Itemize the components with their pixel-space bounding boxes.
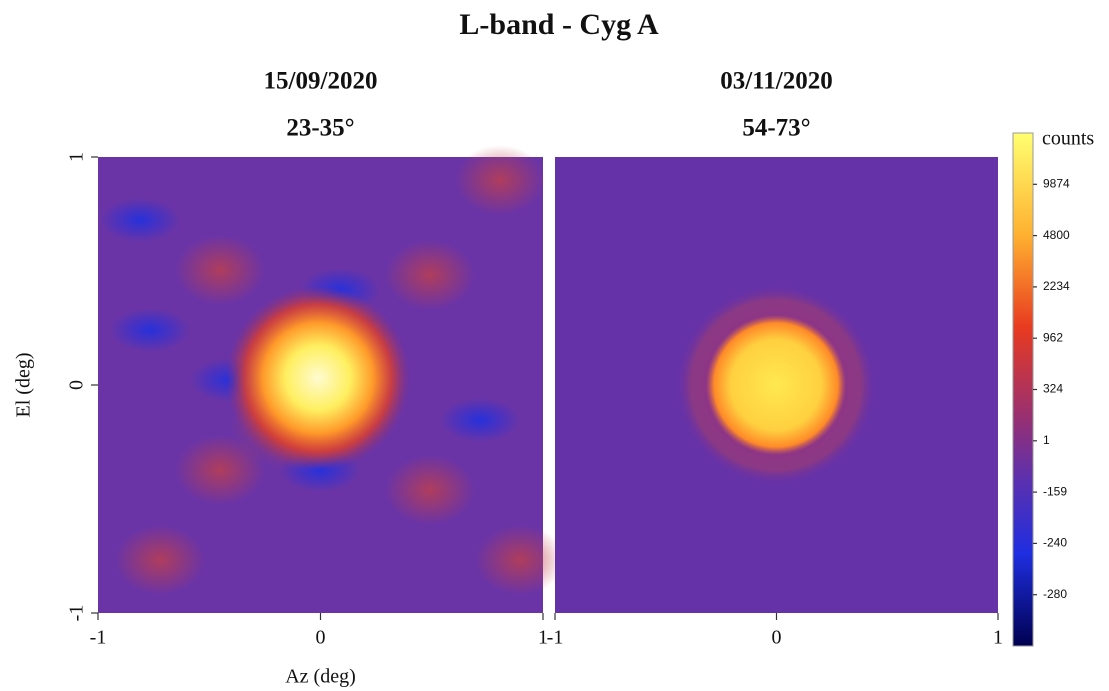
colorbar-tick-label: 1 (1043, 433, 1050, 447)
colorbar-tick-label: -280 (1043, 587, 1067, 601)
x-tick-label: 0 (772, 627, 782, 649)
figure-title: L-band - Cyg A (459, 8, 659, 41)
heatmap-feature (385, 240, 475, 310)
heatmap-feature (175, 235, 265, 305)
colorbar-label: counts (1042, 128, 1094, 150)
panel-subtitle: 23-35° (286, 115, 354, 142)
heatmap-feature (115, 525, 205, 595)
y-tick-label: -1 (66, 605, 88, 622)
heatmap (98, 145, 565, 613)
heatmap-feature (175, 435, 265, 505)
colorbar-tick-label: 324 (1043, 382, 1063, 396)
source (226, 286, 410, 470)
colorbar-tick-label: 2234 (1043, 279, 1070, 293)
x-tick-label: 1 (993, 627, 1003, 649)
heatmap-feature (440, 398, 520, 442)
heatmap (555, 157, 998, 613)
colorbar-tick-label: 9874 (1043, 176, 1070, 190)
colorbar-tick-label: -159 (1043, 484, 1067, 498)
heatmap-feature (385, 455, 475, 525)
colorbar-tick-label: -240 (1043, 536, 1067, 550)
heatmap-feature (455, 145, 545, 215)
panel-title: 15/09/2020 (264, 68, 378, 95)
heatmap-feature (475, 525, 565, 595)
colorbar-gradient (1012, 132, 1034, 647)
panel-subtitle: 54-73° (742, 115, 810, 142)
y-tick-label: 1 (66, 152, 88, 162)
colorbar-tick-label: 4800 (1043, 228, 1070, 242)
x-tick-label: 0 (316, 627, 326, 649)
x-tick-label: -1 (547, 627, 564, 649)
y-tick-label: 0 (66, 380, 88, 390)
heatmap-feature (110, 308, 190, 352)
x-axis-label: Az (deg) (285, 666, 356, 688)
x-tick-label: -1 (90, 627, 107, 649)
colorbar-tick-label: 962 (1043, 330, 1063, 344)
x-tick-label: 1 (538, 627, 548, 649)
source (676, 285, 876, 485)
heatmap-feature (100, 198, 180, 242)
y-axis-label: El (deg) (13, 353, 35, 418)
panel-title: 03/11/2020 (720, 68, 833, 95)
